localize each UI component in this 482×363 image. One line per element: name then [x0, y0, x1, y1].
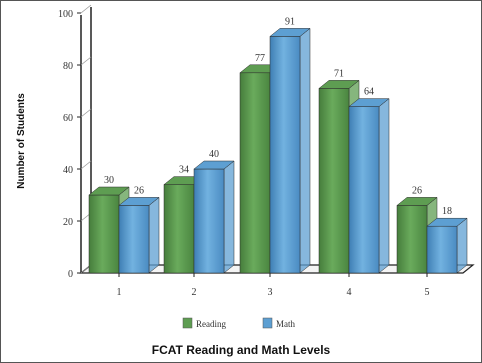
bar-reading-1-front	[88, 194, 120, 274]
bar-math-2-top	[193, 160, 235, 170]
value-label: 71	[334, 68, 344, 79]
value-label: 40	[209, 149, 219, 160]
bar-reading-5-top	[396, 197, 438, 206]
bar-math-2	[193, 160, 235, 274]
y-tick-label: 20	[63, 217, 73, 228]
y-tick-label: 0	[68, 269, 73, 280]
y-axis-title: Number of Students	[16, 93, 27, 189]
chart-title: FCAT Reading and Math Levels	[151, 343, 331, 357]
y-tick-depth-line	[80, 56, 92, 66]
bar-math-3-front	[269, 36, 301, 274]
y-tick-label: 100	[58, 9, 73, 20]
bar-math-2-front	[193, 168, 225, 274]
y-tick-label: 60	[63, 113, 73, 124]
bars	[88, 27, 468, 274]
x-tick-label: 1	[117, 287, 122, 298]
bar-math-1	[118, 196, 160, 274]
value-labels: 30 26 34 40 77 91 71 64 26 18	[104, 16, 452, 217]
bar-math-5-top	[426, 217, 468, 227]
bar-math-4-top	[348, 98, 390, 107]
bar-math-4-side	[378, 98, 390, 274]
legend-label-math: Math	[276, 319, 295, 329]
bar-math-5	[426, 217, 468, 274]
bar-math-3-side	[299, 27, 311, 274]
y-tick-label: 80	[63, 61, 73, 72]
x-tick-label: 4	[347, 287, 352, 298]
y-tick-depth-line	[80, 108, 92, 118]
bar-math-5-side	[456, 217, 468, 274]
value-label: 34	[179, 165, 189, 176]
legend-label-reading: Reading	[196, 319, 226, 329]
value-label: 30	[104, 175, 114, 186]
value-label: 26	[412, 185, 422, 196]
y-tick-label: 40	[63, 165, 73, 176]
bar-math-4-front	[348, 106, 380, 274]
bar-reading-2-front	[163, 184, 195, 274]
bar-math-2-side	[223, 160, 235, 274]
bar-math-1-side	[148, 196, 160, 274]
legend-swatch-reading	[182, 317, 193, 329]
x-tick-label: 2	[192, 287, 197, 298]
value-label: 77	[255, 53, 265, 64]
bar-math-3	[269, 27, 311, 274]
legend-swatch-math	[262, 317, 273, 329]
bar-reading-3-front	[239, 72, 271, 274]
value-label: 18	[442, 206, 452, 217]
value-label: 26	[134, 185, 144, 196]
bar-reading-5-front	[396, 205, 428, 274]
value-label: 91	[285, 16, 295, 27]
legend: Reading Math	[182, 317, 295, 329]
x-tick-label: 3	[268, 287, 273, 298]
bar-reading-5	[396, 196, 438, 274]
bar-math-1-top	[118, 197, 160, 206]
bar-reading-4-top	[318, 80, 360, 89]
bar-math-4	[348, 98, 390, 274]
x-tick-label: 5	[425, 287, 430, 298]
bar-math-1-front	[118, 205, 150, 274]
bar-reading-4-front	[318, 88, 350, 274]
bar-math-5-front	[426, 225, 458, 274]
value-label: 64	[364, 87, 374, 98]
y-tick-depth-line	[80, 4, 92, 14]
y-tick-depth-line	[80, 160, 92, 170]
bar-reading-1-top	[88, 186, 130, 196]
bar-math-3-top	[269, 28, 311, 37]
